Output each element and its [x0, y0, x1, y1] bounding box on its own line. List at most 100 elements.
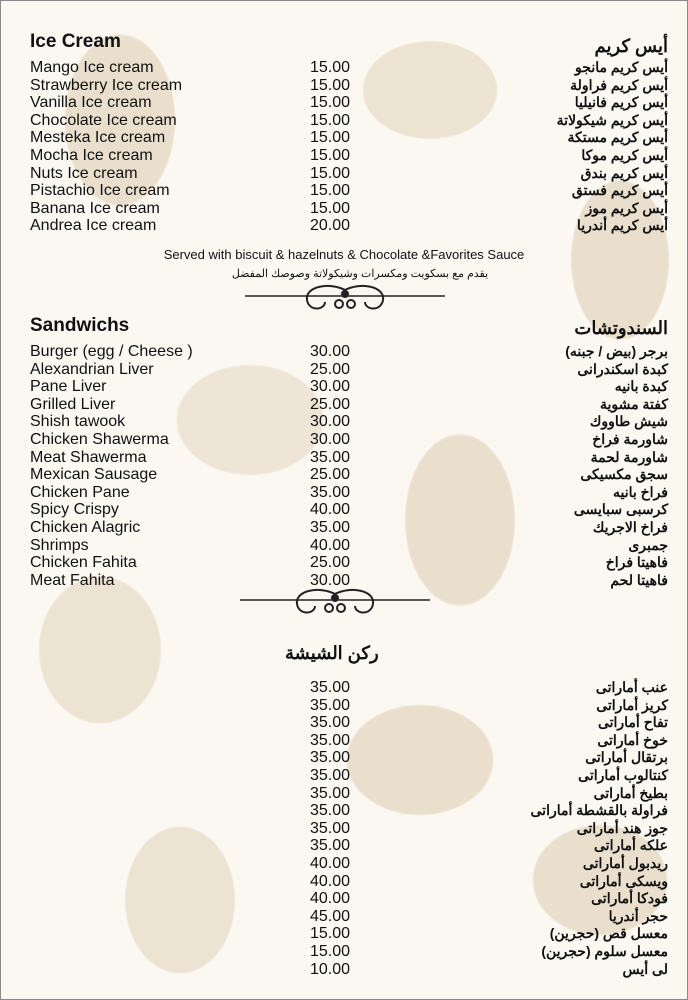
item-name-en: Chocolate Ice cream	[30, 111, 177, 129]
item-price: 30.00	[310, 430, 351, 448]
item-name-en: Meat Shawerma	[30, 448, 147, 466]
item-name-ar: فاهيتا لحم	[610, 571, 668, 588]
item-price: 25.00	[310, 466, 351, 484]
menu-item: Andrea Ice cream 20.00 أيس كريم أندريا	[0, 217, 688, 235]
item-price: 35.00	[310, 679, 351, 696]
menu-item: 35.00 فراولة بالقشطة أماراتى	[0, 802, 688, 820]
sandwiches-title-en: Sandwichs	[30, 315, 130, 336]
item-price: 30.00	[310, 413, 351, 431]
menu-item: Chicken Fahita 25.00 فاهيتا فراخ	[0, 554, 688, 572]
item-name-en: Alexandrian Liver	[30, 360, 154, 378]
item-name-ar: أيس كريم مانجو	[575, 59, 668, 75]
menu-item: Chicken Alagric 35.00 فراخ الاجريك	[0, 519, 688, 537]
item-name-en: Andrea Ice cream	[30, 217, 157, 235]
item-name-en: Mango Ice cream	[30, 59, 154, 76]
item-name-ar: فراخ بانيه	[612, 483, 668, 500]
item-price: 15.00	[310, 129, 351, 147]
item-name-en: Shish tawook	[30, 413, 126, 431]
item-price: 35.00	[310, 819, 351, 837]
item-price: 40.00	[310, 890, 351, 908]
item-name-en: Nuts Ice cream	[30, 164, 138, 182]
menu-item: Chicken Pane 35.00 فراخ بانيه	[0, 484, 688, 502]
item-name-ar: برجر (بيض / جبنه)	[565, 343, 668, 359]
menu-item: Meat Shawerma 35.00 شاورمة لحمة	[0, 449, 688, 467]
menu-item: 35.00 بطيخ أماراتى	[0, 785, 688, 803]
menu-item: Nuts Ice cream 15.00 أيس كريم بندق	[0, 165, 688, 183]
item-name-ar: أيس كريم فستق	[571, 182, 668, 199]
item-price: 40.00	[310, 501, 351, 519]
item-name-ar: شاورمة لحمة	[590, 448, 668, 465]
item-name-ar: حجر أندريا	[608, 907, 668, 924]
item-price: 40.00	[310, 872, 351, 890]
item-name-ar: ريدبول أماراتى	[582, 854, 668, 871]
sandwiches-title-ar: السندوتشات	[574, 318, 668, 338]
menu-item: 35.00 علكه أماراتى	[0, 837, 688, 855]
item-name-en: Chicken Fahita	[30, 554, 137, 572]
item-name-ar: كبدة اسكندرانى	[577, 360, 668, 377]
item-price: 15.00	[310, 164, 351, 182]
menu-item: 35.00 تفاح أماراتى	[0, 714, 688, 732]
item-name-ar: كرسبى سبايسى	[573, 501, 668, 518]
ice-cream-note-en: Served with biscuit & hazelnuts & Chocol…	[163, 247, 525, 262]
item-name-en: Mesteka Ice cream	[30, 129, 166, 147]
menu-item: Burger (egg / Cheese ) 30.00 برجر (بيض / ج…	[0, 343, 688, 361]
menu-item: 45.00 حجر أندريا	[0, 908, 688, 926]
menu-item: Chocolate Ice cream 15.00 أيس كريم شيكولات…	[0, 112, 688, 130]
item-name-en: Pistachio Ice cream	[30, 182, 170, 200]
item-price: 30.00	[310, 571, 351, 589]
item-name-en: Pane Liver	[30, 378, 107, 396]
item-name-en: Chicken Alagric	[30, 518, 141, 536]
item-name-ar: فاهيتا فراخ	[605, 554, 668, 571]
item-price: 35.00	[310, 749, 351, 767]
item-price: 35.00	[310, 766, 351, 784]
menu-item: 35.00 عنب أماراتى	[0, 679, 688, 697]
item-name-ar: أيس كريم مستكة	[567, 129, 668, 146]
item-price: 35.00	[310, 518, 351, 536]
item-price: 35.00	[310, 837, 351, 855]
item-price: 30.00	[310, 343, 351, 360]
item-price: 35.00	[310, 802, 351, 820]
item-price: 40.00	[310, 536, 351, 554]
item-name-en: Shrimps	[30, 536, 89, 554]
menu-item: 35.00 كنتالوب أماراتى	[0, 767, 688, 785]
item-name-en: Spicy Crispy	[30, 501, 119, 519]
item-name-ar: خوخ أماراتى	[597, 731, 668, 748]
item-price: 25.00	[310, 395, 351, 413]
ice-cream-title-ar: أيس كريم	[594, 36, 668, 56]
item-name-en: Mocha Ice cream	[30, 146, 153, 164]
item-price: 40.00	[310, 854, 351, 872]
item-price: 15.00	[310, 76, 351, 94]
item-name-ar: فودكا أماراتى	[591, 890, 668, 907]
menu-item: Chicken Shawerma 30.00 شاورمة فراخ	[0, 431, 688, 449]
menu-item: Shrimps 40.00 جمبرى	[0, 537, 688, 555]
item-price: 30.00	[310, 378, 351, 396]
menu-item: Spicy Crispy 40.00 كرسبى سبايسى	[0, 501, 688, 519]
menu-item: 40.00 ويسكى أماراتى	[0, 873, 688, 891]
item-price: 15.00	[310, 199, 351, 217]
item-price: 25.00	[310, 360, 351, 378]
menu-item: 15.00 معسل قص (حجرين)	[0, 925, 688, 943]
item-price: 45.00	[310, 907, 351, 925]
item-price: 35.00	[310, 714, 351, 732]
item-name-ar: بطيخ أماراتى	[593, 784, 668, 801]
item-name-en: Burger (egg / Cheese )	[30, 343, 193, 360]
menu-item: Vanilla Ice cream 15.00 أيس كريم فانيليا	[0, 94, 688, 112]
item-price: 15.00	[310, 182, 351, 200]
item-name-ar: أيس كريم فراولة	[570, 76, 668, 93]
item-price: 35.00	[310, 784, 351, 802]
ice-cream-title-en: Ice Cream	[30, 31, 121, 52]
item-name-en: Strawberry Ice cream	[30, 76, 183, 94]
menu-item: 10.00 لى أيس	[0, 961, 688, 979]
item-name-ar: برتقال أماراتى	[585, 749, 668, 766]
menu-item: 35.00 كريز أماراتى	[0, 697, 688, 715]
menu-item: 35.00 برتقال أماراتى	[0, 749, 688, 767]
menu-item: Banana Ice cream 15.00 أيس كريم موز	[0, 200, 688, 218]
item-price: 35.00	[310, 731, 351, 749]
ornament-divider-2	[240, 588, 430, 614]
item-price: 35.00	[310, 483, 351, 501]
menu-item: Mocha Ice cream 15.00 أيس كريم موكا	[0, 147, 688, 165]
item-name-ar: أيس كريم موز	[585, 199, 668, 216]
item-name-ar: تفاح أماراتى	[597, 714, 668, 731]
item-name-en: Chicken Pane	[30, 483, 130, 501]
